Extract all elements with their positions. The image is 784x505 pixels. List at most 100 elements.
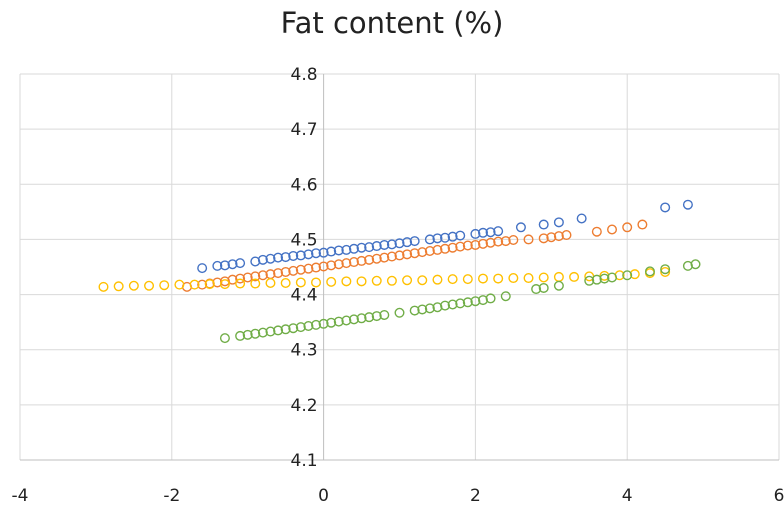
data-point: [470, 296, 481, 307]
data-point: [356, 276, 367, 287]
data-point: [462, 297, 473, 308]
data-point: [493, 236, 504, 247]
data-point: [280, 324, 291, 335]
data-point: [288, 250, 299, 261]
data-point: [424, 234, 435, 245]
x-tick-label: 0: [318, 486, 329, 505]
data-point: [599, 273, 610, 284]
data-point: [250, 271, 261, 282]
y-tick-label: 4.5: [291, 230, 318, 250]
data-point: [144, 280, 155, 291]
data-point: [364, 254, 375, 265]
data-point: [242, 329, 253, 340]
data-point: [364, 242, 375, 253]
data-point: [356, 255, 367, 266]
data-point: [682, 199, 693, 210]
series-2: [181, 219, 648, 292]
data-point: [128, 280, 139, 291]
data-point: [508, 273, 519, 284]
series-4: [219, 259, 701, 344]
data-point: [219, 333, 230, 344]
data-point: [174, 279, 185, 290]
data-point: [311, 319, 322, 330]
data-point: [235, 278, 246, 289]
data-point: [644, 266, 655, 277]
data-point: [265, 253, 276, 264]
data-point: [402, 275, 413, 286]
data-point: [591, 274, 602, 285]
data-point: [591, 226, 602, 237]
data-point: [622, 270, 633, 281]
data-point: [493, 226, 504, 237]
data-point: [386, 239, 397, 250]
data-point: [637, 219, 648, 230]
data-point: [531, 284, 542, 295]
data-point: [257, 270, 268, 281]
data-point: [538, 233, 549, 244]
data-point: [303, 263, 314, 274]
data-point: [394, 238, 405, 249]
data-point: [295, 264, 306, 275]
data-point: [113, 281, 124, 292]
data-point: [470, 239, 481, 250]
data-point: [477, 273, 488, 284]
data-point: [417, 247, 428, 258]
y-tick-labels: 4.1 4.2 4.3 4.4 4.5 4.6 4.7 4.8: [291, 65, 318, 471]
data-point: [371, 241, 382, 252]
data-point: [485, 227, 496, 238]
data-point: [356, 313, 367, 324]
chart-title: Fat content (%): [280, 6, 504, 40]
data-point: [523, 273, 534, 284]
data-point: [447, 231, 458, 242]
data-point: [394, 250, 405, 261]
data-point: [265, 326, 276, 337]
data-point: [440, 300, 451, 311]
data-point: [288, 265, 299, 276]
data-point: [333, 259, 344, 270]
data-point: [364, 312, 375, 323]
data-point: [311, 248, 322, 259]
data-point: [690, 259, 701, 270]
data-point: [493, 273, 504, 284]
x-tick-label: -4: [12, 486, 29, 505]
data-point: [477, 227, 488, 238]
data-point: [546, 232, 557, 243]
data-point: [295, 277, 306, 288]
data-point: [326, 317, 337, 328]
data-point: [227, 259, 238, 270]
data-point: [455, 298, 466, 309]
data-point: [607, 272, 618, 283]
axes: [20, 74, 779, 461]
data-point: [553, 231, 564, 242]
data-point: [538, 272, 549, 283]
data-point: [348, 314, 359, 325]
data-point: [432, 233, 443, 244]
data-point: [273, 252, 284, 263]
x-tick-label: 4: [622, 486, 633, 505]
data-point: [402, 237, 413, 248]
data-point: [569, 271, 580, 282]
data-point: [515, 222, 526, 233]
data-point: [295, 250, 306, 261]
data-point: [219, 279, 230, 290]
data-point: [204, 279, 215, 290]
data-point: [273, 268, 284, 279]
data-point: [462, 274, 473, 285]
x-tick-label: 6: [774, 486, 784, 505]
data-point: [265, 277, 276, 288]
y-tick-label: 4.7: [291, 120, 318, 140]
data-point: [257, 254, 268, 265]
data-point: [409, 236, 420, 247]
data-point: [477, 238, 488, 249]
data-point: [318, 261, 329, 272]
data-point: [356, 242, 367, 253]
data-point: [257, 327, 268, 338]
data-point: [227, 274, 238, 285]
data-point: [341, 258, 352, 269]
horizontal-gridlines: [20, 73, 779, 406]
data-point: [311, 277, 322, 288]
y-tick-label: 4.6: [291, 175, 318, 195]
data-point: [386, 251, 397, 262]
data-point: [348, 243, 359, 254]
